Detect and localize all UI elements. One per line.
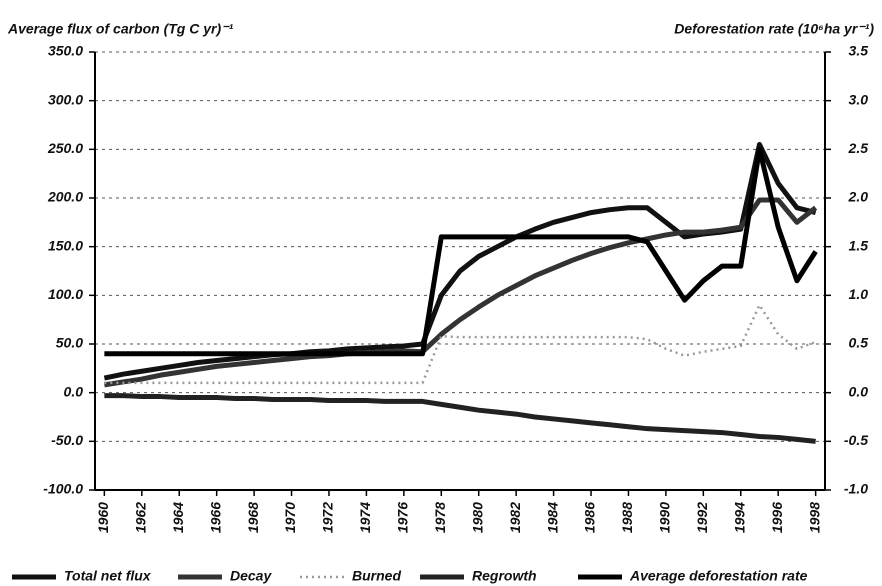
x-tick-label: 1986 xyxy=(582,502,598,533)
y2-tick-label: 3.5 xyxy=(849,43,869,59)
series-line xyxy=(104,393,816,444)
y2-tick-label: 1.5 xyxy=(849,237,869,253)
x-tick-label: 1966 xyxy=(207,502,223,533)
x-tick-label: 1992 xyxy=(694,502,710,533)
x-tick-label: 1970 xyxy=(282,502,298,533)
legend-label: Total net flux xyxy=(64,568,152,584)
y-tick-label: -50.0 xyxy=(51,432,83,448)
legend-label: Burned xyxy=(352,568,401,584)
y2-tick-label: 0.5 xyxy=(849,335,869,351)
x-tick-label: 1964 xyxy=(170,502,186,533)
y-tick-label: 350.0 xyxy=(48,43,83,59)
x-tick-label: 1968 xyxy=(245,502,261,533)
y-tick-label: -100.0 xyxy=(43,481,83,497)
legend-label: Regrowth xyxy=(472,568,537,584)
y2-tick-label: 2.5 xyxy=(848,140,869,156)
x-tick-label: 1960 xyxy=(95,502,111,533)
x-tick-label: 1974 xyxy=(357,502,373,533)
x-tick-label: 1962 xyxy=(132,502,148,533)
y-tick-label: 50.0 xyxy=(56,335,83,351)
y-tick-label: 300.0 xyxy=(48,91,83,107)
y-tick-label: 200.0 xyxy=(47,189,83,205)
y-tick-label: 0.0 xyxy=(64,383,84,399)
x-tick-label: 1990 xyxy=(657,502,673,533)
legend-label: Decay xyxy=(230,568,272,584)
x-tick-label: 1996 xyxy=(769,502,785,533)
series-line xyxy=(103,197,818,388)
y2-axis-title: Deforestation rate (10⁶ha yr⁻¹) xyxy=(674,21,874,37)
x-tick-label: 1978 xyxy=(432,502,448,533)
y2-tick-label: -0.5 xyxy=(844,432,868,448)
x-tick-label: 1980 xyxy=(469,502,485,533)
x-tick-label: 1984 xyxy=(544,502,560,533)
y2-tick-label: 2.0 xyxy=(848,189,869,205)
legend-label: Average deforestation rate xyxy=(629,568,808,584)
y-tick-label: 100.0 xyxy=(48,286,83,302)
y2-tick-label: -1.0 xyxy=(844,481,868,497)
series-line xyxy=(104,146,818,357)
y-axis-title: Average flux of carbon (Tg C yr)⁻¹ xyxy=(7,21,234,37)
x-tick-label: 1982 xyxy=(507,502,523,533)
x-tick-label: 1994 xyxy=(731,502,747,533)
y-tick-label: 150.0 xyxy=(48,237,83,253)
x-tick-label: 1972 xyxy=(320,502,336,533)
x-tick-label: 1988 xyxy=(619,502,635,533)
y2-tick-label: 1.0 xyxy=(849,286,869,302)
x-tick-label: 1998 xyxy=(806,502,822,533)
y2-tick-label: 0.0 xyxy=(849,383,869,399)
series-line xyxy=(103,141,817,381)
x-tick-label: 1976 xyxy=(395,502,411,533)
y2-tick-label: 3.0 xyxy=(849,91,869,107)
y-tick-label: 250.0 xyxy=(47,140,83,156)
